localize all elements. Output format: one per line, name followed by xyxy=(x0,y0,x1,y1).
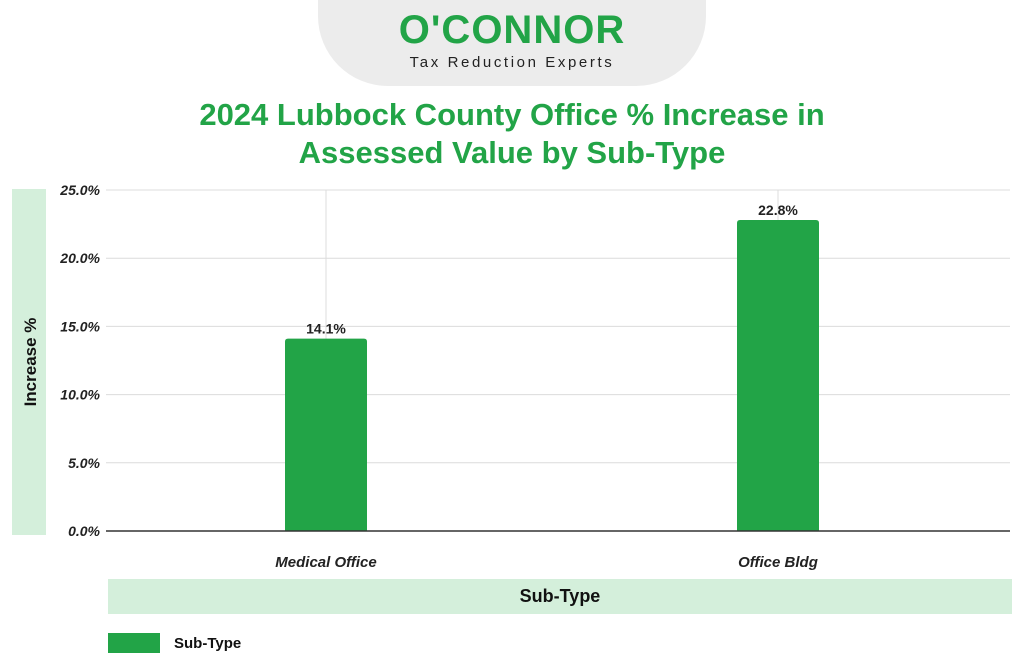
legend-label: Sub-Type xyxy=(174,634,242,652)
logo-banner: O'CONNOR Tax Reduction Experts xyxy=(318,0,706,86)
y-tick-label: 15.0% xyxy=(60,318,100,334)
data-label: 22.8% xyxy=(758,202,798,218)
bar xyxy=(737,220,819,531)
y-axis-label-box xyxy=(12,189,46,535)
y-tick-label: 5.0% xyxy=(68,455,100,471)
legend-swatch xyxy=(108,633,160,653)
logo-name-part2: ONNOR xyxy=(471,8,626,52)
data-label: 14.1% xyxy=(306,321,346,337)
x-tick-label: Office Bldg xyxy=(738,554,818,571)
company-logo: O'CONNOR xyxy=(318,8,706,53)
logo-name-part1: O'C xyxy=(398,8,472,52)
x-axis-label: Sub-Type xyxy=(108,579,1012,614)
logo-tagline: Tax Reduction Experts xyxy=(409,54,615,71)
chart-title-line2: Assessed Value by Sub-Type xyxy=(298,135,726,170)
x-tick-label: Medical Office xyxy=(275,554,376,571)
y-tick-label: 0.0% xyxy=(68,523,100,539)
y-tick-label: 20.0% xyxy=(59,250,100,266)
y-tick-label: 25.0% xyxy=(59,182,100,198)
legend: Sub-Type xyxy=(108,633,241,653)
chart-title-line1: 2024 Lubbock County Office % Increase in xyxy=(199,97,825,132)
bar xyxy=(285,338,367,531)
chart-title: 2024 Lubbock County Office % Increase in… xyxy=(112,96,912,172)
y-tick-label: 10.0% xyxy=(60,387,100,403)
